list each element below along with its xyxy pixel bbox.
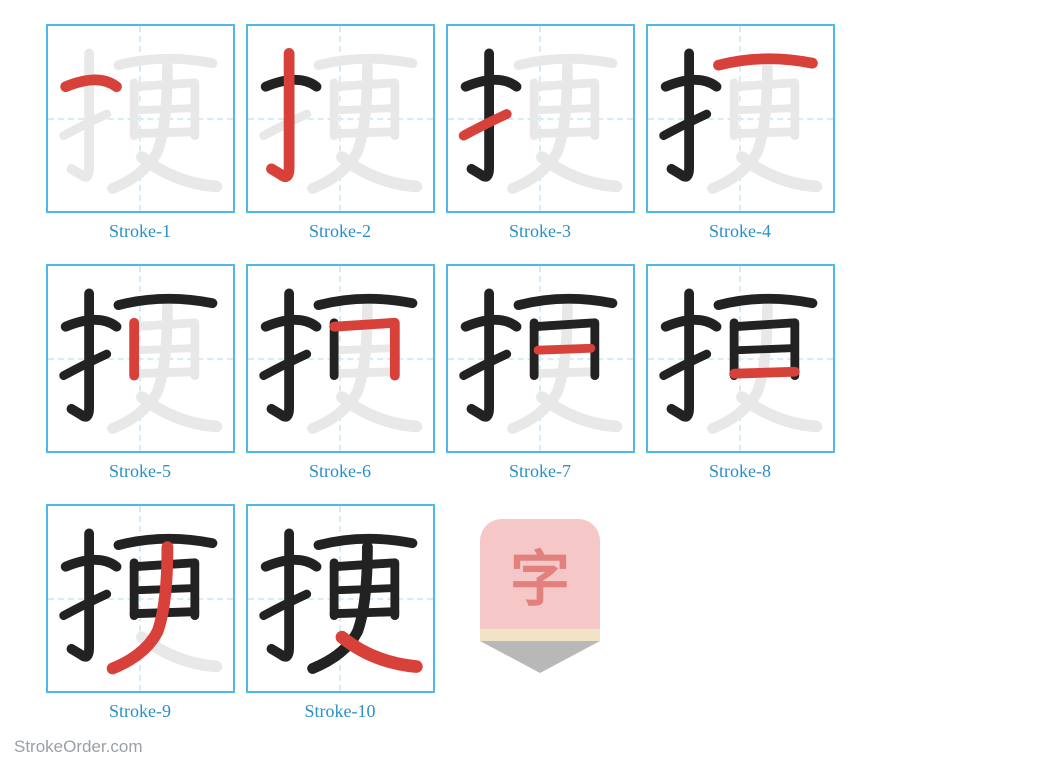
- stroke-cell: Stroke-1: [40, 24, 240, 242]
- stroke-label: Stroke-7: [509, 461, 571, 482]
- stroke-box: [46, 264, 235, 453]
- stroke-cell: Stroke-6: [240, 264, 440, 482]
- stroke-box: [646, 264, 835, 453]
- stroke-cell: Stroke-3: [440, 24, 640, 242]
- logo-pencil-icon: 字: [475, 519, 605, 679]
- stroke-box: [446, 264, 635, 453]
- stroke-label: Stroke-8: [709, 461, 771, 482]
- stroke-box: [246, 264, 435, 453]
- stroke-cell: Stroke-8: [640, 264, 840, 482]
- stroke-cell: Stroke-9: [40, 504, 240, 722]
- stroke-cell: Stroke-5: [40, 264, 240, 482]
- stroke-label: Stroke-3: [509, 221, 571, 242]
- stroke-label: Stroke-2: [309, 221, 371, 242]
- stroke-label: Stroke-10: [305, 701, 376, 722]
- stroke-label: Stroke-1: [109, 221, 171, 242]
- watermark-text: StrokeOrder.com: [14, 737, 143, 757]
- stroke-label: Stroke-9: [109, 701, 171, 722]
- stroke-order-grid: Stroke-1 Stroke-2 Stroke-3 Stroke-4 Stroke-5…: [40, 24, 1036, 744]
- stroke-box: [446, 24, 635, 213]
- stroke-box: [46, 24, 235, 213]
- stroke-cell: Stroke-4: [640, 24, 840, 242]
- stroke-label: Stroke-4: [709, 221, 771, 242]
- stroke-label: Stroke-6: [309, 461, 371, 482]
- logo-char: 字: [510, 531, 570, 618]
- stroke-box: [646, 24, 835, 213]
- stroke-cell: Stroke-10: [240, 504, 440, 722]
- logo-cell: 字: [440, 504, 640, 722]
- stroke-cell: Stroke-2: [240, 24, 440, 242]
- stroke-box: [246, 504, 435, 693]
- stroke-box: [246, 24, 435, 213]
- stroke-cell: Stroke-7: [440, 264, 640, 482]
- stroke-label: Stroke-5: [109, 461, 171, 482]
- stroke-box: [46, 504, 235, 693]
